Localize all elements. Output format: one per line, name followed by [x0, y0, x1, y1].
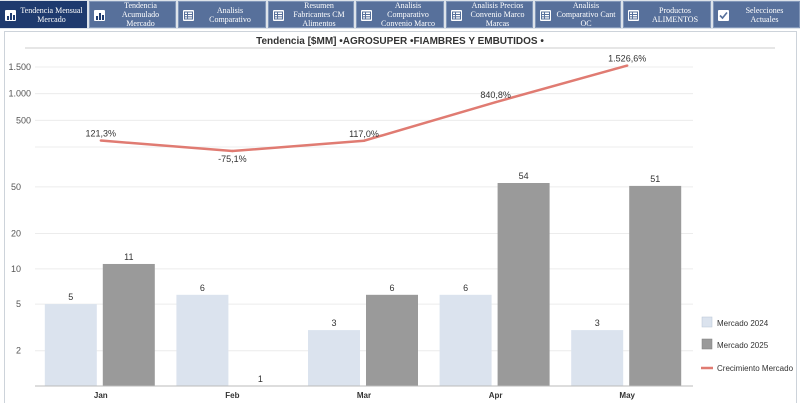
tab-label: Analisis Precios Convenio Marco Marcas	[470, 1, 525, 28]
chart-title: Tendencia [$MM] •AGROSUPER •FIAMBRES Y E…	[256, 36, 544, 47]
tab-label: Tendencia Acumulado Mercado	[121, 1, 160, 28]
sheet-tab-bar: Tendencia Mensual Mercado Tendencia Acumu…	[0, 0, 800, 29]
bar-data-label: 6	[200, 283, 205, 293]
bar-data-label: 5	[68, 292, 73, 302]
growth-data-label: 117,0%	[349, 129, 379, 139]
bar-mercado-2024	[571, 330, 624, 386]
tab-resumen-fabricantes-cm-alimentos[interactable]: Resumen Fabricantes CM Alimentos	[268, 1, 354, 28]
tab-label: Tendencia Mensual Mercado	[20, 5, 83, 24]
bar-mercado-2024	[44, 304, 97, 386]
legend-label: Crecimiento Mercado	[717, 364, 794, 373]
bar-data-label: 11	[124, 252, 133, 262]
growth-point	[494, 100, 497, 104]
bar-mercado-2024	[308, 330, 360, 386]
bar-mercado-2024	[439, 294, 492, 386]
growth-data-label: -75,1%	[218, 154, 247, 164]
bar-mercado-2025	[366, 294, 418, 386]
growth-point	[99, 139, 103, 142]
table-icon	[273, 10, 284, 21]
growth-data-label: 121,3%	[86, 129, 117, 139]
trend-chart: Tendencia [$MM] •AGROSUPER •FIAMBRES Y E…	[8, 36, 794, 400]
bar-data-label: 6	[463, 283, 468, 293]
bar-axis-tick-label: 5	[16, 299, 21, 309]
x-axis-tick-label: Jan	[94, 391, 108, 400]
x-axis-tick-label: May	[619, 391, 635, 400]
bar-mercado-2025	[102, 263, 155, 386]
tab-label: Selecciones Actuales	[745, 5, 784, 24]
growth-point	[231, 149, 234, 153]
tab-tendencia-mensual-mercado[interactable]: Tendencia Mensual Mercado	[0, 1, 87, 28]
tab-selecciones-actuales[interactable]: Selecciones Actuales	[713, 1, 800, 28]
tab-label: Resumen Fabricantes CM Alimentos	[293, 1, 345, 28]
tab-productos-alimentos[interactable]: Productos ALIMENTOS	[623, 1, 711, 28]
legend-label: Mercado 2025	[717, 341, 769, 350]
table-icon	[628, 10, 639, 21]
bar-data-label: 6	[389, 283, 394, 293]
x-axis-tick-label: Apr	[489, 391, 503, 400]
tab-label: Analisis Comparativo Cant OC	[556, 1, 616, 28]
growth-data-label: 1.526,6%	[608, 54, 646, 64]
bar-data-label: 54	[519, 171, 529, 181]
line-axis-tick-label: 1.000	[8, 89, 31, 99]
legend-swatch	[701, 338, 713, 350]
bar-data-label: 1	[258, 374, 263, 384]
tab-analisis-comparativo[interactable]: Analisis Comparativo	[178, 1, 266, 28]
bar-axis-tick-label: 2	[16, 346, 21, 356]
bar-chart-icon	[94, 10, 105, 21]
bar-mercado-2025	[629, 185, 682, 386]
tab-analisis-comparativo-cant-oc[interactable]: Analisis Comparativo Cant OC	[535, 1, 621, 28]
tab-label: Analisis Comparativo Convenio Marco	[381, 1, 435, 28]
bar-data-label: 51	[650, 174, 660, 184]
bar-chart-icon	[5, 10, 16, 21]
bar-mercado-2025	[497, 183, 550, 386]
x-axis-tick-label: Feb	[225, 391, 239, 400]
line-axis-tick-label: 1.500	[8, 62, 31, 72]
table-icon	[183, 10, 194, 21]
x-axis-tick-label: Mar	[357, 391, 371, 400]
chart-panel: Tendencia [$MM] •AGROSUPER •FIAMBRES Y E…	[4, 31, 797, 403]
growth-point	[626, 64, 629, 67]
growth-point	[362, 139, 366, 142]
bar-axis-tick-label: 10	[11, 264, 21, 274]
legend-label: Mercado 2024	[717, 319, 769, 328]
bar-data-label: 3	[331, 318, 336, 328]
bar-axis-tick-label: 20	[11, 229, 21, 239]
legend-swatch	[701, 316, 713, 328]
tab-label: Productos ALIMENTOS	[651, 5, 699, 24]
tab-analisis-precios-convenio-marco-marcas[interactable]: Analisis Precios Convenio Marco Marcas	[446, 1, 533, 28]
bar-mercado-2024	[176, 294, 229, 386]
table-icon	[451, 10, 462, 21]
growth-data-label: 840,8%	[480, 90, 511, 100]
bar-axis-tick-label: 50	[11, 182, 21, 192]
bar-data-label: 3	[595, 318, 600, 328]
tab-label: Analisis Comparativo	[209, 5, 251, 24]
tab-tendencia-acumulado-mercado[interactable]: Tendencia Acumulado Mercado	[89, 1, 176, 28]
table-icon	[361, 10, 372, 21]
tab-analisis-comparativo-convenio-marco[interactable]: Analisis Comparativo Convenio Marco	[356, 1, 444, 28]
line-axis-tick-label: 500	[16, 115, 31, 125]
table-icon	[540, 10, 551, 21]
checkbox-icon	[718, 10, 729, 21]
